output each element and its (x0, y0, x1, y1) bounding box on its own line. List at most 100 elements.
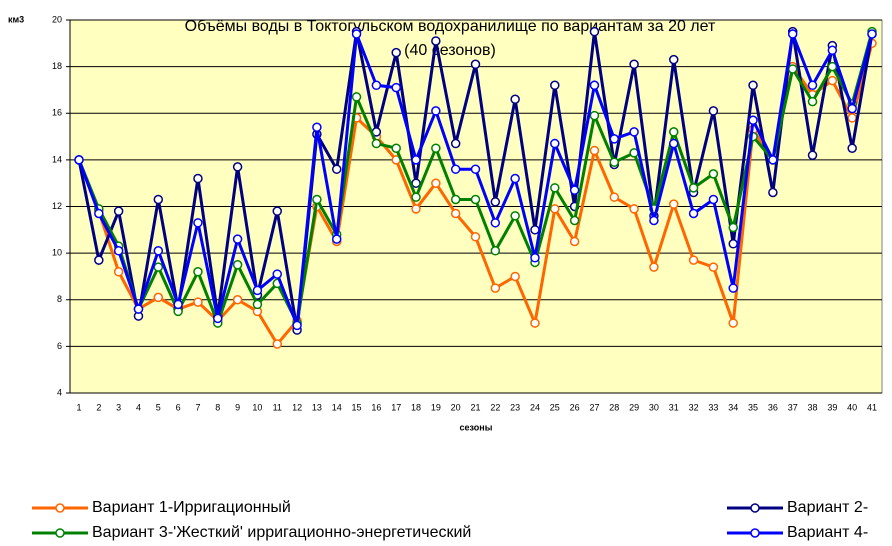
point (787, 29, 798, 39)
point (391, 143, 401, 153)
point (530, 253, 540, 263)
x-tick-label: 29 (629, 402, 639, 412)
point (827, 61, 838, 72)
point (847, 103, 857, 114)
x-tick-label: 10 (252, 402, 262, 412)
point (490, 218, 501, 228)
x-tick-label: 16 (371, 402, 381, 412)
legend-marker (750, 503, 760, 513)
legend-marker (55, 528, 65, 538)
point (510, 271, 520, 282)
point (629, 204, 639, 214)
point (450, 208, 461, 219)
point (609, 134, 620, 144)
x-tick-label: 9 (235, 402, 240, 412)
legend-label: Вариант 2- (787, 499, 868, 516)
point (292, 320, 302, 331)
x-tick-label: 17 (391, 402, 401, 412)
point (669, 138, 679, 149)
point (391, 47, 401, 58)
point (74, 155, 84, 165)
point (312, 194, 322, 205)
point (510, 211, 520, 221)
point (530, 225, 540, 235)
point (470, 194, 481, 205)
point (550, 138, 560, 149)
point (589, 145, 600, 156)
point (153, 292, 164, 303)
point (153, 194, 164, 205)
y-tick-label: 18 (52, 61, 62, 71)
point (728, 318, 738, 328)
x-tick-label: 18 (411, 402, 421, 412)
x-tick-label: 5 (156, 402, 161, 412)
legend-marker (55, 503, 65, 513)
point (213, 313, 223, 324)
point (589, 80, 600, 91)
point (431, 106, 441, 116)
point (569, 236, 580, 247)
x-tick-label: 24 (530, 402, 540, 412)
x-tick-label: 39 (827, 402, 837, 412)
point (431, 178, 441, 188)
point (450, 194, 461, 205)
y-tick-label: 20 (52, 14, 62, 24)
point (470, 232, 481, 242)
chart-title: Объёмы воды в Токтогульском водохранилищ… (185, 18, 716, 35)
point (688, 255, 699, 265)
point (193, 173, 203, 184)
point (351, 29, 362, 39)
x-tick-label: 6 (176, 402, 181, 412)
point (193, 267, 203, 277)
point (609, 157, 620, 167)
x-axis-label: сезоны (460, 422, 493, 432)
point (272, 339, 282, 349)
point (768, 155, 778, 165)
y-tick-label: 12 (52, 201, 62, 211)
x-tick-label: 32 (689, 402, 699, 412)
y-tick-label: 10 (52, 248, 62, 258)
x-tick-label: 37 (788, 402, 798, 412)
x-tick-label: 21 (470, 402, 480, 412)
legend-label: Вариант 1-Ирригационный (92, 499, 291, 516)
point (589, 26, 600, 37)
point (470, 59, 481, 70)
y-tick-label: 14 (52, 154, 62, 164)
point (331, 234, 342, 244)
point (847, 143, 857, 153)
x-tick-label: 40 (847, 402, 857, 412)
point (371, 80, 382, 91)
point (411, 192, 421, 202)
point (113, 246, 124, 256)
x-tick-label: 34 (728, 402, 738, 412)
point (609, 192, 620, 202)
point (490, 197, 501, 207)
point (669, 199, 679, 209)
x-tick-label: 27 (589, 402, 599, 412)
x-tick-label: 4 (136, 402, 141, 412)
point (728, 283, 738, 293)
x-tick-label: 31 (669, 402, 679, 412)
point (232, 260, 243, 270)
point (688, 208, 699, 219)
point (867, 29, 877, 39)
legend-label: Вариант 3-'Жесткий' ирригационно-энергет… (92, 524, 471, 541)
point (252, 299, 263, 310)
y-tick-label: 16 (52, 108, 62, 118)
point (411, 155, 421, 165)
point (728, 222, 738, 233)
point (708, 169, 719, 179)
point (569, 185, 580, 195)
x-tick-label: 8 (215, 402, 220, 412)
point (232, 234, 243, 244)
point (411, 204, 421, 214)
point (133, 304, 144, 314)
point (272, 269, 282, 279)
point (490, 246, 501, 256)
point (807, 96, 818, 107)
point (669, 54, 679, 65)
point (589, 110, 600, 121)
point (550, 80, 560, 91)
point (827, 45, 838, 56)
